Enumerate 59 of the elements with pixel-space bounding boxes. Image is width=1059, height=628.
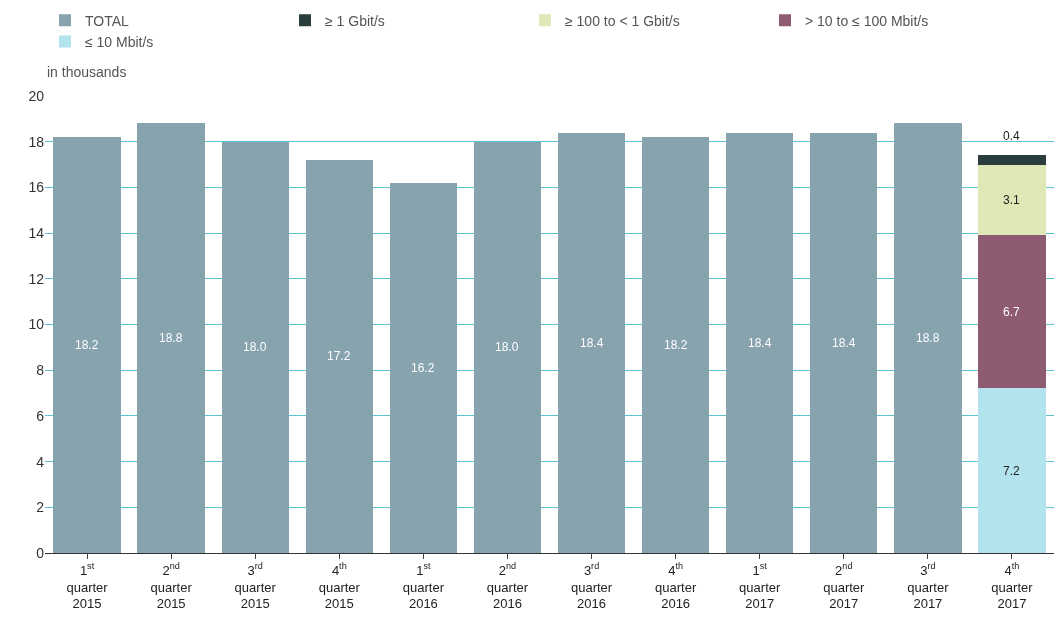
- x-tick-label: 3$^{rd}$ quarter 2017: [907, 561, 950, 612]
- data-label: 7.2: [1003, 464, 1021, 478]
- data-label: 18.8: [159, 331, 183, 345]
- x-tick-label: 3$^{rd}$ quarter 2016: [570, 561, 613, 612]
- x-tick-label: 1$^{st}$ quarter 2017: [739, 561, 781, 612]
- bar: [978, 388, 1046, 553]
- x-tick-label: 1$^{st}$ quarter 2016: [402, 561, 445, 612]
- legend-label: > 10 to ≤ 100 Mbit/s: [805, 12, 929, 29]
- bar: [53, 137, 121, 553]
- x-tick-label: 4$^{th}$ quarter 2017: [991, 561, 1034, 612]
- y-tick-label: 8: [36, 362, 45, 379]
- x-tick-label: 1$^{st}$ quarter 2015: [66, 561, 109, 612]
- bar: [389, 182, 458, 553]
- data-label: 18.4: [580, 336, 604, 350]
- data-label: 18.8: [916, 331, 940, 345]
- bar: [810, 132, 878, 553]
- bar: [473, 141, 542, 553]
- bar: [137, 123, 205, 553]
- y-tick-label: 20: [28, 87, 45, 104]
- y-tick-label: 18: [28, 133, 45, 150]
- legend-label: ≥ 100 to < 1 Gbit/s: [565, 12, 680, 29]
- y-tick-label: 4: [36, 453, 45, 470]
- x-tick-label: 2$^{nd}$ quarter 2017: [823, 561, 866, 612]
- data-label: 3.1: [1003, 193, 1021, 207]
- data-label: 18.0: [495, 340, 519, 354]
- legend-label: ≤ 10 Mbit/s: [85, 33, 154, 50]
- bar: [305, 159, 373, 553]
- bar: [978, 235, 1046, 389]
- y-tick-label: 14: [28, 225, 45, 241]
- y-tick-label: 2: [36, 499, 45, 516]
- bar: [221, 141, 289, 553]
- legend-label: TOTAL: [85, 12, 130, 29]
- bar: [641, 137, 710, 553]
- data-label: 18.0: [243, 340, 267, 354]
- x-tick-label: 2$^{nd}$ quarter 2015: [150, 561, 193, 612]
- data-label: 18.4: [832, 336, 856, 350]
- data-label: 17.2: [327, 349, 351, 363]
- x-tick-label: 4$^{th}$ quarter 2015: [318, 561, 361, 612]
- data-label: 0.4: [1003, 129, 1021, 143]
- data-label: 18.2: [664, 338, 688, 352]
- y-tick-label: 12: [28, 270, 45, 287]
- data-label: 18.4: [748, 336, 772, 350]
- bar: [726, 132, 794, 553]
- data-label: 16.2: [411, 361, 435, 375]
- x-tick-label: 3$^{rd}$ quarter 2015: [234, 561, 277, 612]
- data-label: 6.7: [1003, 305, 1021, 319]
- x-tick-label: 4$^{th}$ quarter 2016: [655, 561, 697, 612]
- bar: [894, 123, 962, 553]
- y-tick-label: 10: [28, 316, 45, 333]
- x-tick-label: 2$^{nd}$ quarter 2016: [486, 561, 529, 612]
- y-tick-label: 6: [36, 407, 45, 424]
- bar: [978, 164, 1046, 236]
- y-tick-label: 0: [36, 544, 45, 561]
- legend-label: ≥ 1 Gbit/s: [325, 12, 385, 29]
- y-axis-title: in thousands: [47, 64, 127, 80]
- bar: [978, 155, 1046, 165]
- data-label: 18.2: [75, 338, 99, 352]
- y-tick-label: 16: [28, 179, 45, 196]
- bar: [557, 132, 626, 553]
